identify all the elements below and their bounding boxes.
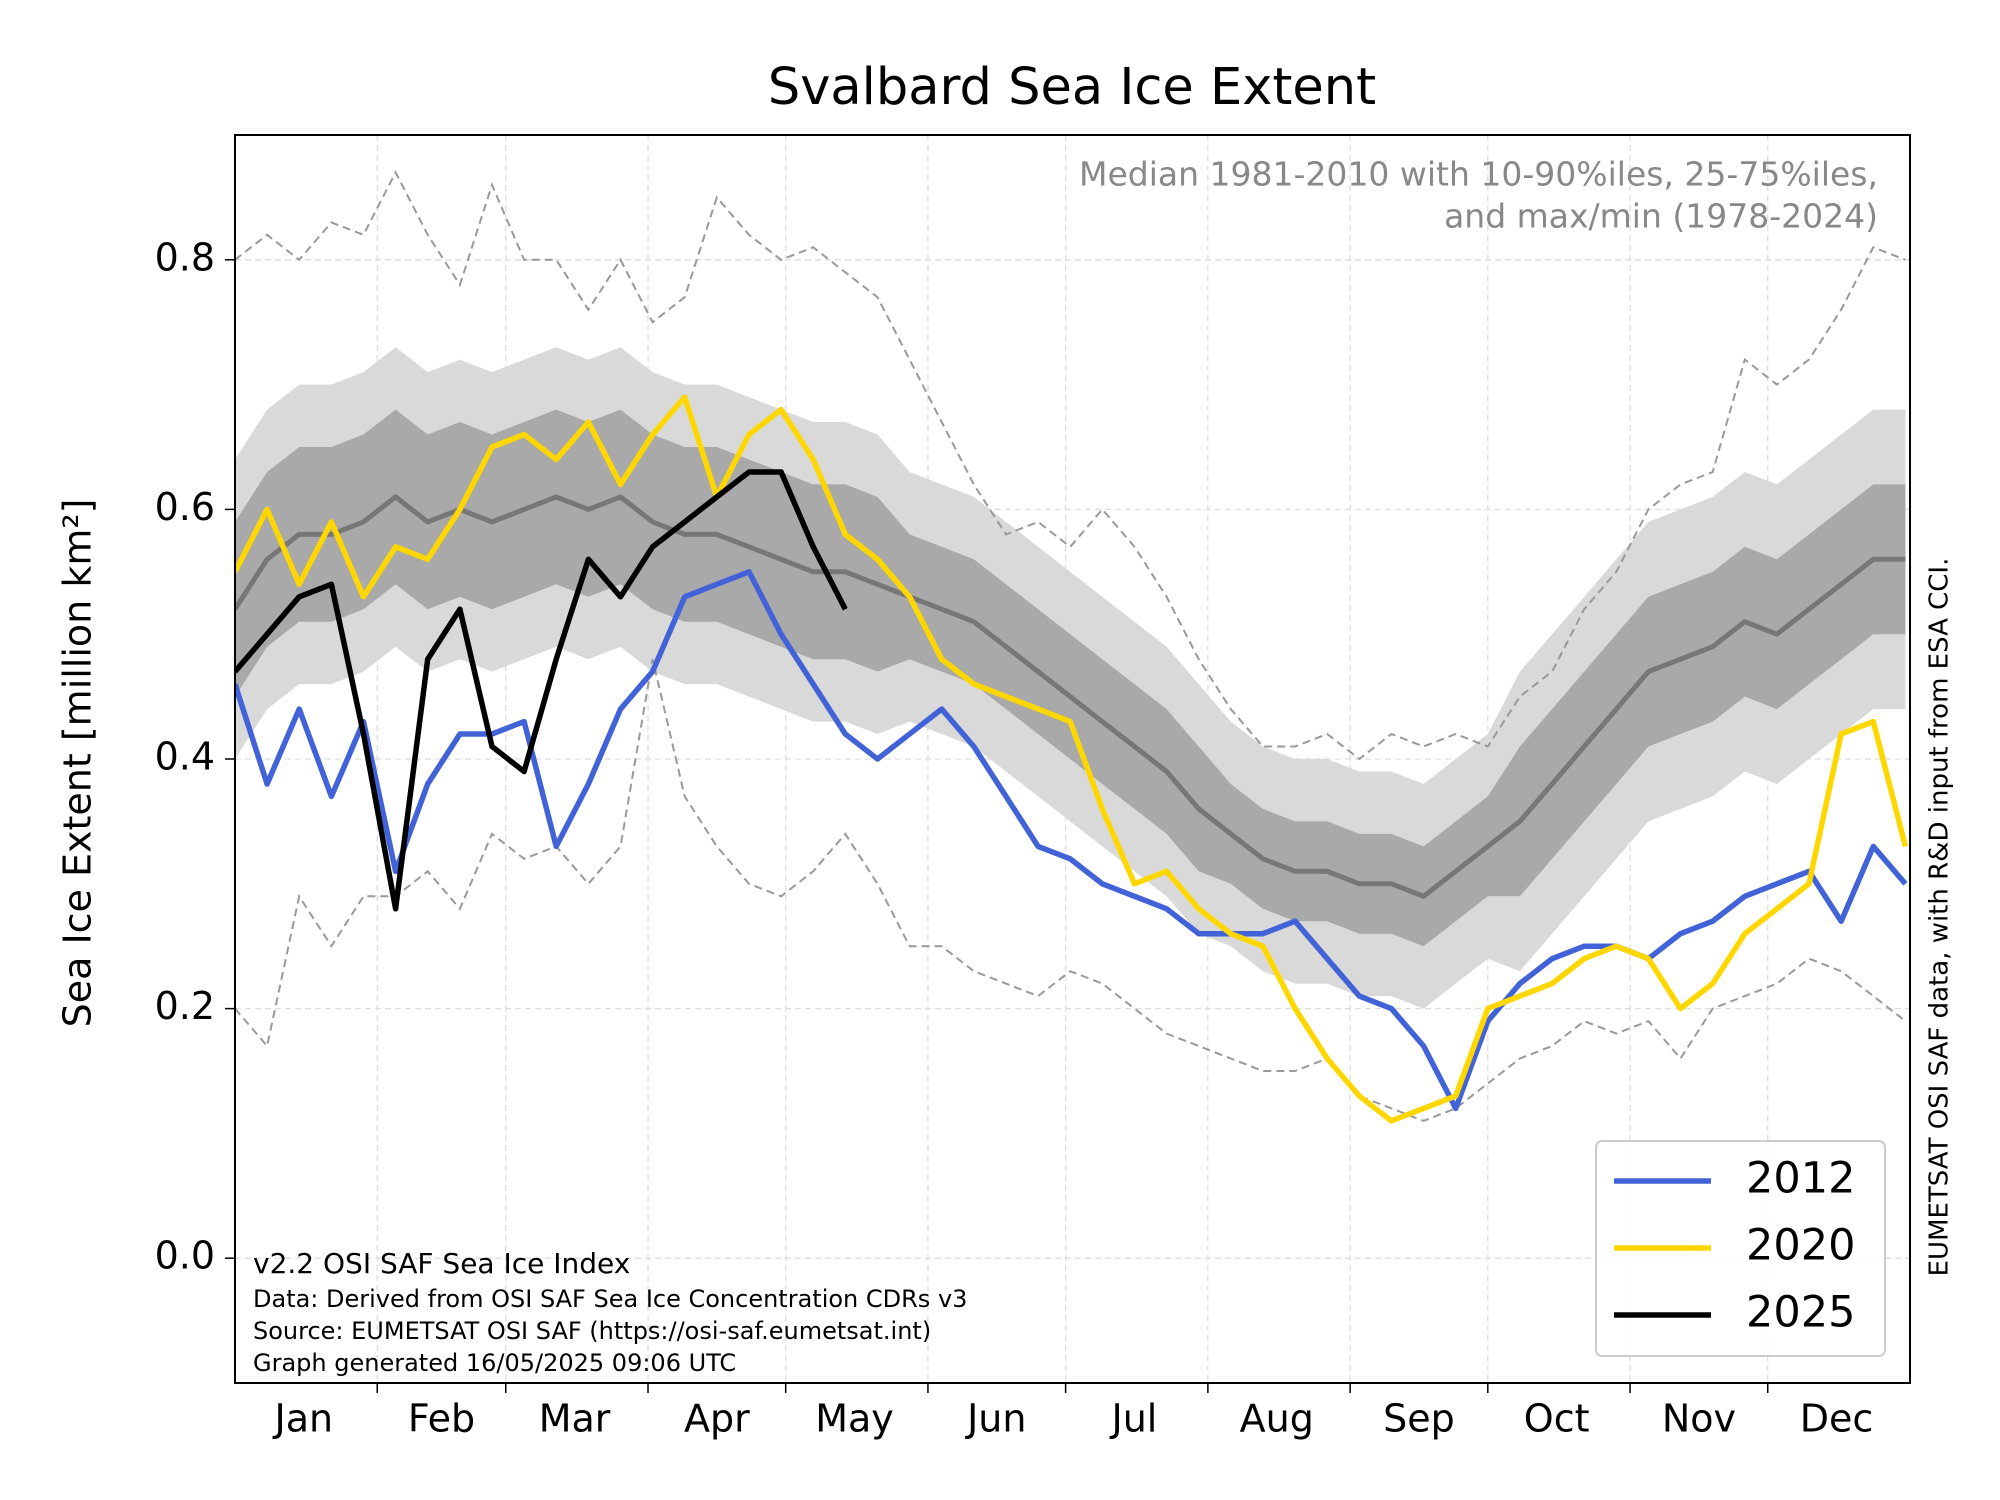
y-tick-label: 0.0 <box>155 1234 215 1278</box>
series-line <box>235 469 848 912</box>
plot-area <box>235 135 1910 1383</box>
y-tick-label: 0.8 <box>155 235 215 279</box>
chart-title: Svalbard Sea Ice Extent <box>768 58 1376 117</box>
median-line <box>235 494 1906 899</box>
footnote: Source: EUMETSAT OSI SAF (https://osi-sa… <box>253 1317 931 1345</box>
percentile-band <box>235 409 1906 947</box>
annotation: Median 1981-2010 with 10-90%iles, 25-75%… <box>1079 155 1878 194</box>
overlay: 0.0 0.2 0.4 0.6 0.8 Jan Feb Mar Apr May Jun Jul Aug S… <box>155 134 1911 1441</box>
legend-label: 2012 <box>1746 1154 1855 1204</box>
x-tick-label: Sep <box>1383 1397 1455 1441</box>
x-tick-label: May <box>815 1397 894 1441</box>
annotation: and max/min (1978-2024) <box>1444 197 1878 236</box>
x-tick-label: Feb <box>408 1397 475 1441</box>
series-line <box>235 394 1909 1124</box>
x-tick-label: Jan <box>273 1397 334 1441</box>
legend-label: 2020 <box>1746 1221 1855 1271</box>
legend-box <box>1595 1140 1886 1357</box>
footnote: Data: Derived from OSI SAF Sea Ice Conce… <box>253 1285 967 1313</box>
x-tick-label: Dec <box>1800 1397 1874 1441</box>
footnote: Graph generated 16/05/2025 09:06 UTC <box>253 1349 736 1377</box>
y-axis-label: Sea Ice Extent [million km²] <box>56 499 100 1028</box>
plot-frame <box>234 134 1911 1384</box>
y-tick-label: 0.4 <box>155 735 215 779</box>
x-tick-label: Jun <box>965 1397 1026 1441</box>
x-tick-label: Apr <box>684 1397 750 1441</box>
x-tick-label: Nov <box>1662 1397 1736 1441</box>
side-note: EUMETSAT OSI SAF data, with R&D input fr… <box>1925 558 1955 1277</box>
y-tick-label: 0.2 <box>155 984 215 1028</box>
y-tick-label: 0.6 <box>155 485 215 529</box>
extreme-line <box>235 658 1907 1122</box>
x-tick-label: Jul <box>1110 1397 1158 1441</box>
x-tick-label: Mar <box>539 1397 611 1441</box>
extreme-line <box>235 170 1906 761</box>
x-tick-label: Oct <box>1524 1397 1590 1441</box>
footnote: v2.2 OSI SAF Sea Ice Index <box>253 1247 630 1280</box>
legend-label: 2025 <box>1746 1288 1855 1338</box>
x-tick-label: Aug <box>1240 1397 1314 1441</box>
